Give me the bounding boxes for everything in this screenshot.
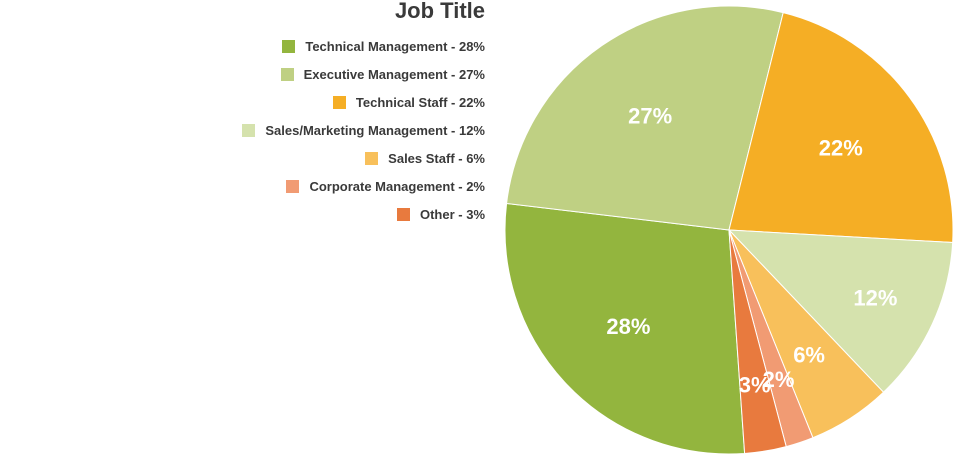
legend-item: Corporate Management - 2% <box>286 172 485 200</box>
legend-item: Sales/Marketing Management - 12% <box>242 116 485 144</box>
slice-label: 6% <box>793 342 825 367</box>
legend-swatch <box>396 207 410 221</box>
slice-label: 28% <box>606 314 650 339</box>
pie-slice <box>504 202 746 455</box>
legend-label: Other - 3% <box>419 206 485 222</box>
legend-swatch <box>280 67 294 81</box>
legend: Technical Management - 28% Executive Mana… <box>242 32 485 228</box>
pie-slice <box>728 12 954 244</box>
slice-label: 27% <box>628 104 672 129</box>
chart-title: Job Title <box>394 0 485 23</box>
legend-label: Corporate Management - 2% <box>309 178 485 194</box>
legend-item: Sales Staff - 6% <box>365 144 485 172</box>
legend-item: Technical Management - 28% <box>282 32 485 60</box>
legend-item: Technical Staff - 22% <box>332 88 485 116</box>
slice-label: 22% <box>819 136 863 161</box>
legend-label: Executive Management - 27% <box>303 66 485 82</box>
pie-slice <box>506 5 784 231</box>
legend-label: Sales/Marketing Management - 12% <box>265 122 485 138</box>
legend-swatch <box>282 39 296 53</box>
legend-swatch <box>365 151 379 165</box>
legend-swatch <box>332 95 346 109</box>
legend-item: Executive Management - 27% <box>280 60 485 88</box>
pie-slice <box>728 229 787 454</box>
legend-label: Technical Management - 28% <box>305 38 485 54</box>
slice-label: 3% <box>739 373 771 398</box>
slice-label: 12% <box>853 286 897 311</box>
legend-swatch <box>242 123 256 137</box>
slice-label: 2% <box>763 367 795 392</box>
legend-item: Other - 3% <box>396 200 485 228</box>
legend-label: Technical Staff - 22% <box>355 94 485 110</box>
pie-slice <box>727 229 954 393</box>
legend-swatch <box>286 179 300 193</box>
legend-label: Sales Staff - 6% <box>388 150 485 166</box>
